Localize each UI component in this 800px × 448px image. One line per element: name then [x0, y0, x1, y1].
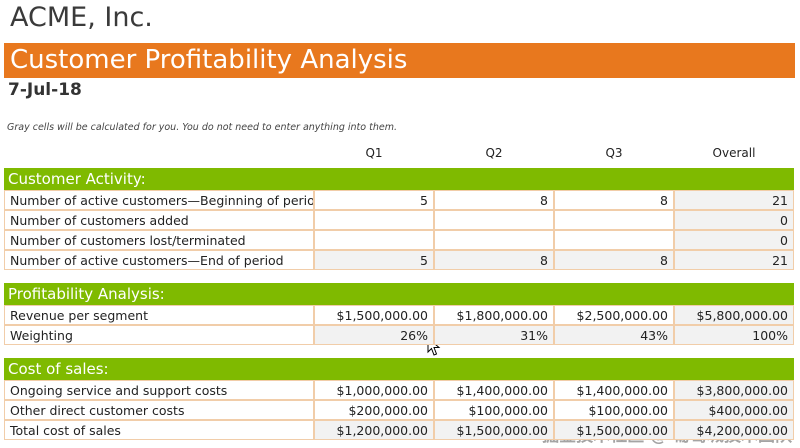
- row-label: Number of customers added: [4, 210, 314, 230]
- company-name: ACME, Inc.: [10, 2, 153, 33]
- row-label: Total cost of sales: [4, 420, 314, 440]
- cell: $100,000.00: [434, 400, 554, 420]
- title-bar: [4, 43, 795, 78]
- cell: 8: [434, 250, 554, 270]
- cell: $1,200,000.00: [314, 420, 434, 440]
- note: Gray cells will be calculated for you. Y…: [7, 122, 397, 133]
- cell: 8: [554, 190, 674, 210]
- cell: 43%: [554, 325, 674, 345]
- cell: $2,500,000.00: [554, 305, 674, 325]
- column-header: Q3: [605, 146, 623, 160]
- cell: $5,800,000.00: [674, 305, 794, 325]
- row-label: Ongoing service and support costs: [4, 380, 314, 400]
- cell: $1,400,000.00: [434, 380, 554, 400]
- cell: 8: [554, 250, 674, 270]
- cell: 5: [314, 190, 434, 210]
- cell: 26%: [314, 325, 434, 345]
- cell: $1,500,000.00: [314, 305, 434, 325]
- cell: $1,800,000.00: [434, 305, 554, 325]
- cell: [434, 230, 554, 250]
- cell: $4,200,000.00: [674, 420, 794, 440]
- cell: $1,000,000.00: [314, 380, 434, 400]
- row-label: Weighting: [4, 325, 314, 345]
- cell: 0: [674, 210, 794, 230]
- cell: $1,500,000.00: [554, 420, 674, 440]
- column-header: Q1: [365, 146, 383, 160]
- cell: 31%: [434, 325, 554, 345]
- cell: [314, 230, 434, 250]
- row-label: Other direct customer costs: [4, 400, 314, 420]
- cell: $100,000.00: [554, 400, 674, 420]
- row-label: Number of customers lost/terminated: [4, 230, 314, 250]
- cell: [554, 230, 674, 250]
- cell: [554, 210, 674, 230]
- date: 7-Jul-18: [8, 80, 82, 100]
- cell: 5: [314, 250, 434, 270]
- cell: $3,800,000.00: [674, 380, 794, 400]
- section-header: Cost of sales:: [4, 358, 794, 380]
- cell: $1,500,000.00: [434, 420, 554, 440]
- row-label: Revenue per segment: [4, 305, 314, 325]
- cell: [434, 210, 554, 230]
- column-header: Overall: [712, 146, 756, 160]
- section-header: Profitability Analysis:: [4, 283, 794, 305]
- row-label: Number of active customers—End of period: [4, 250, 314, 270]
- cell: $200,000.00: [314, 400, 434, 420]
- cell: $1,400,000.00: [554, 380, 674, 400]
- sheet-title: Customer Profitability Analysis: [10, 45, 408, 75]
- cell: $400,000.00: [674, 400, 794, 420]
- cell: 21: [674, 190, 794, 210]
- cell: 21: [674, 250, 794, 270]
- cell: 100%: [674, 325, 794, 345]
- cell: [314, 210, 434, 230]
- row-label: Number of active customers—Beginning of …: [4, 190, 314, 210]
- column-header: Q2: [485, 146, 503, 160]
- cell: 0: [674, 230, 794, 250]
- cell: 8: [434, 190, 554, 210]
- section-header: Customer Activity:: [4, 168, 794, 190]
